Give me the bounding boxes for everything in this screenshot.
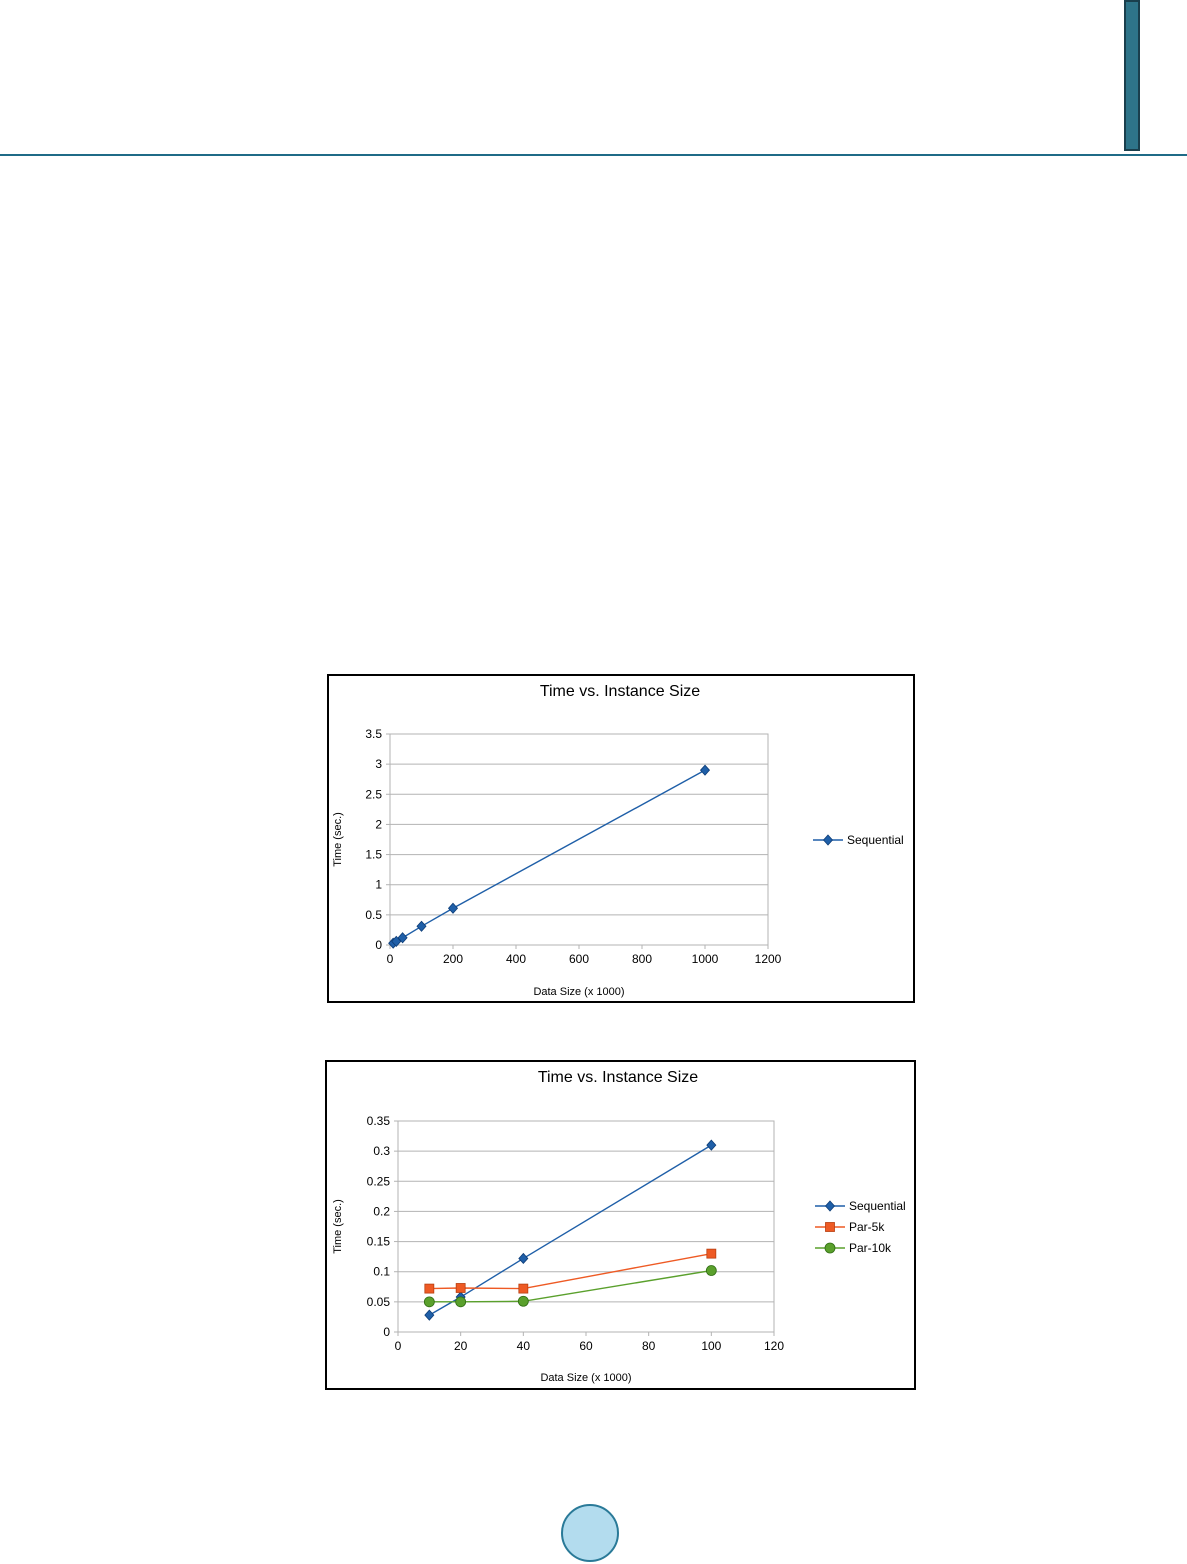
- chart-time-vs-instance-size-sequential: Time vs. Instance Size 0 0.5 1 1.5 2 2.5 3 3.5 0 2…: [327, 674, 915, 1003]
- y-tick-label: 0.3: [373, 1144, 390, 1158]
- x-tick-label: 1000: [692, 952, 719, 966]
- series-sequential: [424, 1139, 717, 1321]
- y-tick-label: 0: [375, 938, 382, 952]
- legend-marker: [824, 1242, 836, 1254]
- data-point-par-10k: [455, 1296, 467, 1308]
- series-sequential: [388, 764, 711, 949]
- chart-2-svg: Time vs. Instance Size 0 0.05 0.1 0.15 0.2 0.2…: [332, 1069, 906, 1384]
- x-tick-label: 20: [454, 1339, 468, 1353]
- series-line-par-5k: [429, 1252, 712, 1290]
- legend-label: Sequential: [847, 833, 904, 847]
- y-axis-label: Time (sec.): [332, 1199, 344, 1254]
- x-tick-label: 60: [579, 1339, 593, 1353]
- legend-entry-sequential: Sequential: [815, 1199, 906, 1213]
- legend-marker: [824, 1200, 836, 1212]
- y-tick-label: 1.5: [365, 848, 382, 862]
- legend-label: Par-5k: [849, 1220, 885, 1234]
- x-axis-label: Data Size (x 1000): [533, 986, 624, 998]
- chart-title: Time vs. Instance Size: [540, 683, 700, 700]
- side-tab: [1124, 0, 1140, 151]
- legend-entry-par-5k: Par-5k: [815, 1220, 885, 1234]
- data-point-sequential: [706, 1139, 717, 1151]
- y-tick-label: 2.5: [365, 787, 382, 801]
- y-axis-label: Time (sec.): [332, 812, 344, 867]
- x-tick-label: 40: [517, 1339, 531, 1353]
- x-tick-label: 120: [764, 1339, 784, 1353]
- x-axis-label: Data Size (x 1000): [540, 1372, 631, 1384]
- x-tick-label: 800: [632, 952, 652, 966]
- y-tick-label: 3.5: [365, 727, 382, 741]
- page-number-badge: [561, 1504, 619, 1562]
- x-tick-label: 600: [569, 952, 589, 966]
- data-point-par-10k: [705, 1265, 717, 1276]
- chart-title: Time vs. Instance Size: [538, 1069, 698, 1086]
- series-line-sequential: [428, 1144, 712, 1316]
- y-tick-label: 1: [375, 878, 382, 892]
- x-tick-label: 200: [443, 952, 463, 966]
- data-point-sequential: [416, 920, 427, 932]
- header-rule: [0, 154, 1187, 156]
- y-tick-label: 3: [375, 757, 382, 771]
- x-tick-label: 100: [701, 1339, 721, 1353]
- data-point-par-5k: [518, 1283, 529, 1294]
- data-point-sequential: [447, 902, 459, 914]
- data-point-sequential: [424, 1309, 435, 1321]
- chart-time-vs-instance-size-parallel: Time vs. Instance Size 0 0.05 0.1 0.15 0.2 0.2…: [325, 1060, 916, 1390]
- data-point-sequential: [391, 935, 402, 947]
- y-tick-label: 0.2: [373, 1204, 390, 1218]
- y-tick-label: 0.25: [367, 1174, 391, 1188]
- data-point-sequential: [397, 932, 408, 944]
- series-line-par-10k: [429, 1269, 712, 1303]
- y-tick-label: 0.05: [367, 1295, 391, 1309]
- y-tick-label: 2: [375, 817, 382, 831]
- data-point-par-10k: [423, 1296, 435, 1308]
- data-point-sequential: [699, 764, 711, 776]
- data-point-par-5k: [424, 1283, 435, 1294]
- data-point-par-5k: [455, 1283, 466, 1293]
- legend-label: Par-10k: [849, 1241, 892, 1255]
- x-tick-label: 1200: [755, 952, 782, 966]
- chart-1-svg: Time vs. Instance Size 0 0.5 1 1.5 2 2.5 3 3.5 0 2…: [332, 683, 904, 998]
- data-point-par-5k: [706, 1248, 717, 1259]
- y-tick-label: 0: [383, 1325, 390, 1339]
- series-par-5k: [424, 1248, 717, 1294]
- data-point-par-10k: [517, 1295, 529, 1307]
- y-tick-label: 0.5: [365, 908, 382, 922]
- x-tick-label: 0: [395, 1339, 402, 1353]
- x-tick-label: 80: [642, 1339, 656, 1353]
- legend-marker: [825, 1222, 835, 1232]
- y-tick-label: 0.1: [373, 1265, 390, 1279]
- y-tick-label: 0.35: [367, 1114, 391, 1128]
- legend-marker: [822, 834, 834, 846]
- legend-label: Sequential: [849, 1199, 906, 1213]
- legend-entry-par-10k: Par-10k: [815, 1241, 892, 1255]
- x-tick-label: 400: [506, 952, 526, 966]
- legend-entry-sequential: Sequential: [813, 833, 904, 847]
- data-point-sequential: [518, 1252, 529, 1265]
- y-tick-label: 0.15: [367, 1235, 391, 1249]
- series-par-10k: [423, 1265, 717, 1308]
- x-tick-label: 0: [387, 952, 394, 966]
